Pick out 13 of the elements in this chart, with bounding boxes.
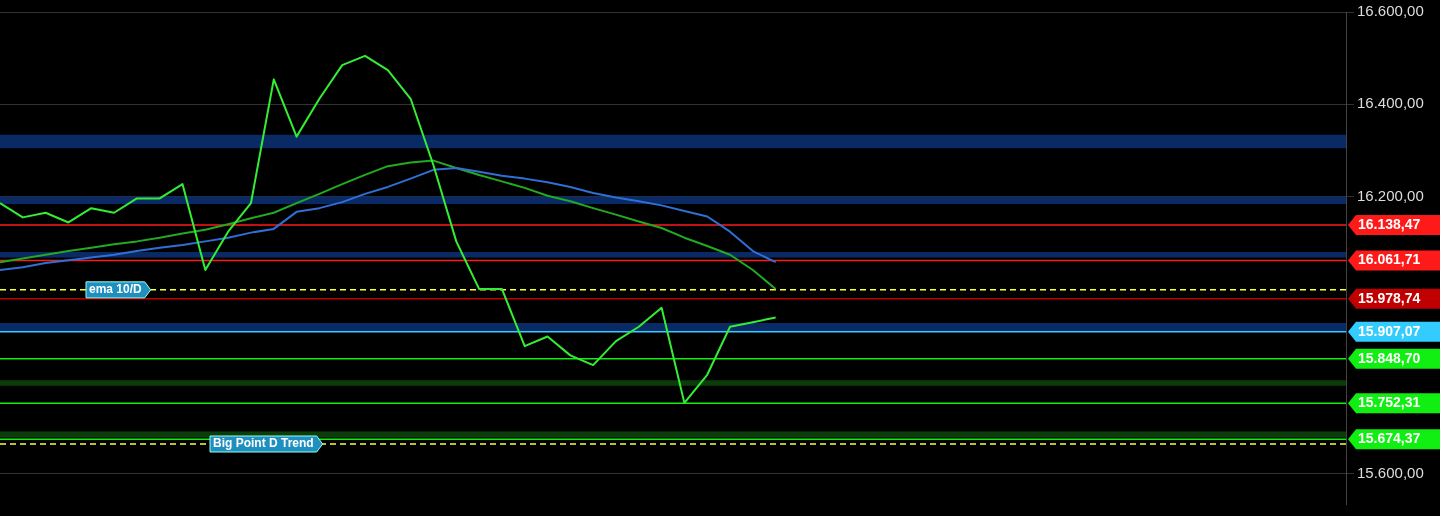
ref-line-label: ema 10/D xyxy=(89,282,143,297)
ref-line-label: 15.907,07 xyxy=(1358,322,1421,339)
ref-line-label: 15.752,31 xyxy=(1358,394,1421,411)
y-tick-label: 16.600,00 xyxy=(1357,2,1424,20)
ref-line-label: 15.674,37 xyxy=(1358,430,1421,447)
y-tick-label: 15.600,00 xyxy=(1357,463,1424,481)
ref-line-label: 16.138,47 xyxy=(1358,215,1421,232)
ref-line-label: 15.848,70 xyxy=(1358,349,1421,366)
ref-line-label: 15.978,74 xyxy=(1358,289,1421,306)
ref-line-label: Big Point D Trend xyxy=(213,436,314,451)
y-tick-label: 16.200,00 xyxy=(1357,186,1424,204)
y-tick-label: 16.400,00 xyxy=(1357,94,1424,112)
ref-line-label: 16.061,71 xyxy=(1358,251,1421,268)
